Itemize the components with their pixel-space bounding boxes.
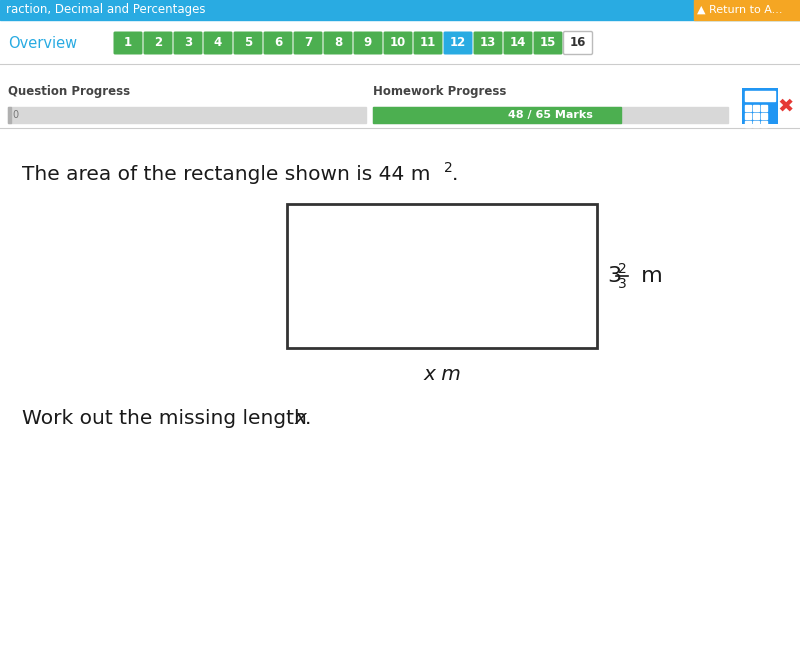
- Text: m: m: [634, 266, 662, 286]
- Text: Work out the missing length: Work out the missing length: [22, 408, 314, 428]
- FancyBboxPatch shape: [143, 32, 173, 54]
- Bar: [761, 113, 767, 119]
- Text: 6: 6: [274, 36, 282, 49]
- Text: 3: 3: [184, 36, 192, 49]
- Text: 0: 0: [12, 110, 18, 120]
- Bar: [742, 88, 778, 124]
- Text: 3: 3: [607, 266, 621, 286]
- Bar: [761, 105, 767, 111]
- FancyBboxPatch shape: [474, 32, 502, 54]
- Text: 5: 5: [244, 36, 252, 49]
- FancyBboxPatch shape: [263, 32, 293, 54]
- Text: 2: 2: [154, 36, 162, 49]
- Bar: [373, 107, 621, 123]
- Text: 48 / 65 Marks: 48 / 65 Marks: [508, 110, 593, 120]
- Bar: [287, 204, 597, 348]
- Bar: [753, 105, 759, 111]
- Bar: [761, 121, 767, 127]
- Bar: [745, 91, 775, 101]
- Bar: [373, 107, 728, 123]
- Bar: [745, 121, 751, 127]
- Text: 4: 4: [214, 36, 222, 49]
- Text: 8: 8: [334, 36, 342, 49]
- Text: ▲ Return to A...: ▲ Return to A...: [697, 5, 782, 15]
- FancyBboxPatch shape: [563, 32, 593, 54]
- Text: 2: 2: [618, 262, 626, 276]
- FancyBboxPatch shape: [534, 32, 562, 54]
- FancyBboxPatch shape: [383, 32, 413, 54]
- Bar: [8, 107, 11, 123]
- FancyBboxPatch shape: [174, 32, 202, 54]
- FancyBboxPatch shape: [354, 32, 382, 54]
- Bar: [694, 0, 800, 20]
- Text: x: x: [295, 408, 307, 428]
- Text: 7: 7: [304, 36, 312, 49]
- FancyBboxPatch shape: [323, 32, 353, 54]
- Text: 1: 1: [124, 36, 132, 49]
- FancyBboxPatch shape: [234, 32, 262, 54]
- FancyBboxPatch shape: [503, 32, 533, 54]
- Text: Overview: Overview: [8, 36, 77, 51]
- Text: 11: 11: [420, 36, 436, 49]
- Bar: [0, 0, 800, 20]
- FancyBboxPatch shape: [203, 32, 233, 54]
- Text: .: .: [305, 408, 311, 428]
- Text: 13: 13: [480, 36, 496, 49]
- Bar: [745, 113, 751, 119]
- Text: 10: 10: [390, 36, 406, 49]
- Text: The area of the rectangle shown is 44 m: The area of the rectangle shown is 44 m: [22, 165, 430, 183]
- Text: Homework Progress: Homework Progress: [373, 86, 506, 98]
- FancyBboxPatch shape: [114, 32, 142, 54]
- Bar: [8, 107, 366, 123]
- Text: .: .: [452, 165, 458, 183]
- Text: Question Progress: Question Progress: [8, 86, 130, 98]
- Text: 14: 14: [510, 36, 526, 49]
- Bar: [745, 105, 751, 111]
- FancyBboxPatch shape: [414, 32, 442, 54]
- Text: 16: 16: [570, 36, 586, 49]
- Text: 15: 15: [540, 36, 556, 49]
- FancyBboxPatch shape: [443, 32, 473, 54]
- Bar: [753, 113, 759, 119]
- Text: raction, Decimal and Percentages: raction, Decimal and Percentages: [6, 3, 206, 16]
- Text: 3: 3: [618, 277, 626, 291]
- Bar: [0, 22, 800, 64]
- FancyBboxPatch shape: [294, 32, 322, 54]
- Text: 9: 9: [364, 36, 372, 49]
- Text: x m: x m: [423, 364, 461, 384]
- Text: 2: 2: [444, 161, 453, 175]
- Text: ✖: ✖: [778, 97, 794, 115]
- Text: 12: 12: [450, 36, 466, 49]
- Bar: [753, 121, 759, 127]
